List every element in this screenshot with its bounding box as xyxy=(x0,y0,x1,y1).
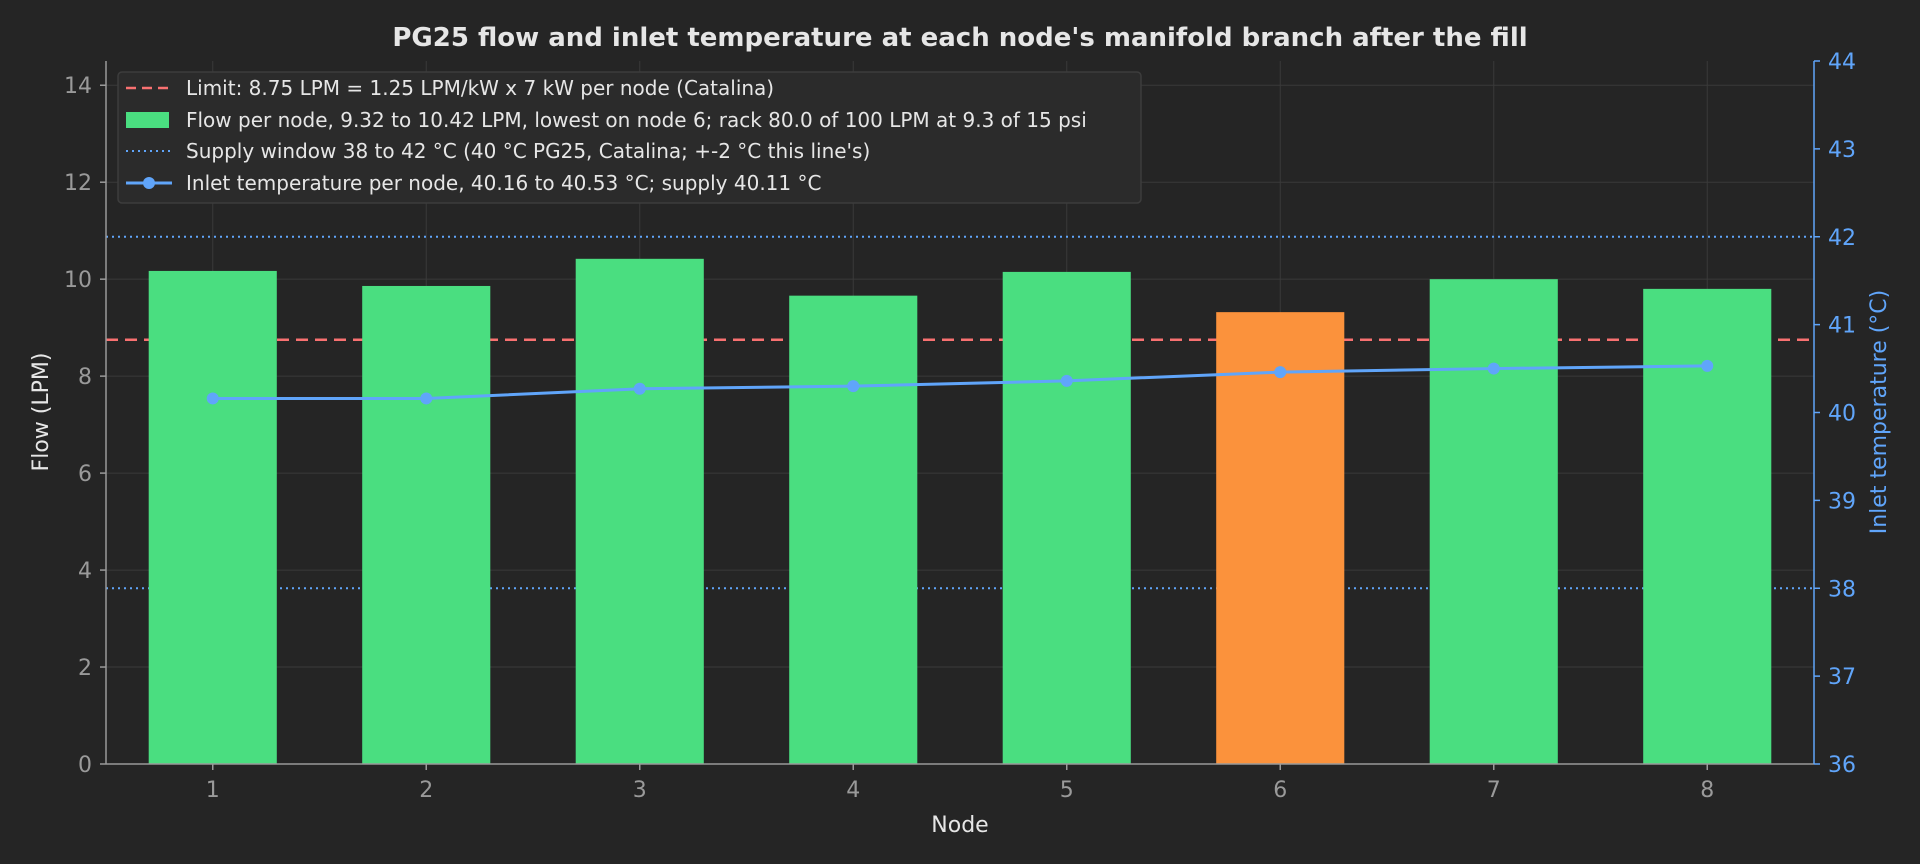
y2-tick-label: 39 xyxy=(1828,489,1856,514)
legend-label-flow: Flow per node, 9.32 to 10.42 LPM, lowest… xyxy=(186,108,1087,132)
y-tick-label: 10 xyxy=(64,268,92,293)
y2-tick-label: 44 xyxy=(1828,50,1856,75)
x-tick-label: 2 xyxy=(419,778,433,803)
y2-tick-label: 42 xyxy=(1828,226,1856,251)
y2-tick-label: 40 xyxy=(1828,402,1856,427)
x-tick-label: 5 xyxy=(1060,778,1074,803)
y2-axis-label: Inlet temperature (°C) xyxy=(1867,290,1892,535)
flow-bar-node-4 xyxy=(789,295,918,764)
y-tick-label: 4 xyxy=(78,559,92,584)
flow-bar-node-6 xyxy=(1216,312,1345,764)
y-tick-label: 2 xyxy=(78,656,92,681)
y-tick-label: 0 xyxy=(78,753,92,778)
flow-bar-node-2 xyxy=(362,285,491,764)
y-tick-label: 12 xyxy=(64,171,92,196)
inlet-temp-point-node-6 xyxy=(1274,366,1287,379)
inlet-temp-point-node-3 xyxy=(633,382,646,395)
legend-swatch-inlet-marker xyxy=(143,177,155,189)
y2-tick-label: 41 xyxy=(1828,314,1856,339)
x-tick-label: 6 xyxy=(1273,778,1287,803)
y-tick-label: 6 xyxy=(78,462,92,487)
legend: Limit: 8.75 LPM = 1.25 LPM/kW x 7 kW per… xyxy=(117,71,1142,204)
flow-bar-node-7 xyxy=(1429,279,1558,764)
y2-tick-label: 38 xyxy=(1828,577,1856,602)
inlet-temp-point-node-2 xyxy=(420,392,433,405)
legend-swatch-flow xyxy=(126,112,169,128)
flow-bar-node-5 xyxy=(1002,271,1131,764)
x-tick-label: 3 xyxy=(633,778,647,803)
x-tick-label: 1 xyxy=(206,778,220,803)
legend-label-inlet: Inlet temperature per node, 40.16 to 40.… xyxy=(186,171,821,195)
x-tick-label: 8 xyxy=(1700,778,1714,803)
inlet-temp-point-node-7 xyxy=(1487,362,1500,375)
inlet-temp-point-node-8 xyxy=(1701,359,1714,372)
x-tick-label: 4 xyxy=(846,778,860,803)
x-axis-label: Node xyxy=(931,813,988,838)
y2-tick-label: 36 xyxy=(1828,753,1856,778)
inlet-temp-point-node-4 xyxy=(847,380,860,393)
x-tick-label: 7 xyxy=(1487,778,1501,803)
inlet-temp-point-node-5 xyxy=(1060,374,1073,387)
inlet-temperature-line xyxy=(212,364,1708,400)
bars xyxy=(148,258,1772,764)
legend-label-limit: Limit: 8.75 LPM = 1.25 LPM/kW x 7 kW per… xyxy=(186,76,774,100)
y2-tick-label: 43 xyxy=(1828,138,1856,163)
y-tick-label: 14 xyxy=(64,74,92,99)
temperature-line xyxy=(206,359,1714,405)
legend-label-supply-window: Supply window 38 to 42 °C (40 °C PG25, C… xyxy=(186,139,870,163)
flow-bar-node-3 xyxy=(575,258,704,764)
y2-tick-label: 37 xyxy=(1828,665,1856,690)
legend-box xyxy=(117,71,1142,204)
inlet-temp-point-node-1 xyxy=(206,392,219,405)
chart-title: PG25 flow and inlet temperature at each … xyxy=(392,23,1527,53)
flow-bar-node-1 xyxy=(148,270,277,764)
y-axis-label: Flow (LPM) xyxy=(29,353,54,472)
y-tick-label: 8 xyxy=(78,365,92,390)
